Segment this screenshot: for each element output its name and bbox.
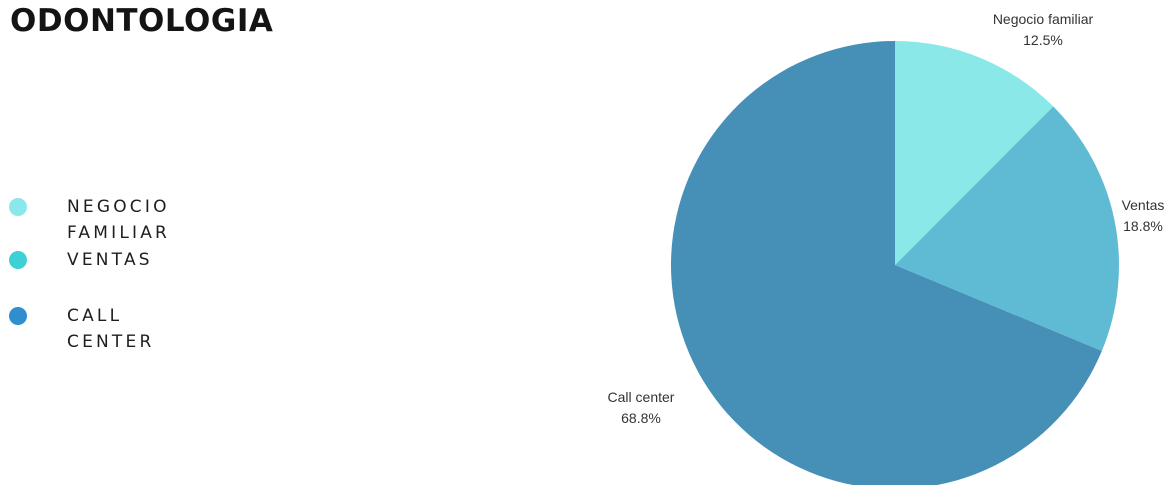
slice-label-name: Call center: [608, 389, 675, 405]
pie-slices: [671, 41, 1119, 485]
slice-label-name: Ventas: [1122, 197, 1165, 213]
legend-item-negocio-familiar: NEGOCIO FAMILIAR: [9, 197, 217, 246]
pie-slice-ventas: [895, 106, 1119, 351]
legend-swatch-call-center: [9, 307, 27, 325]
pie-labels: Negocio familiar 12.5% Ventas 18.8% Call cen…: [608, 11, 1165, 426]
legend: NEGOCIO FAMILIAR VENTAS CALL CENTER: [0, 0, 400, 485]
legend-label: VENTAS: [67, 250, 153, 270]
pie-slice-call-center: [671, 41, 1102, 485]
legend-item-ventas: VENTAS: [9, 250, 153, 273]
legend-label: NEGOCIO FAMILIAR: [67, 197, 171, 243]
pie-slice-negocio-familiar: [895, 41, 1054, 265]
slice-label-value: 68.8%: [621, 410, 661, 426]
page-title: ODONTOLOGIA: [10, 3, 274, 39]
legend-swatch-negocio-familiar: [9, 198, 27, 216]
slice-label-value: 12.5%: [1023, 32, 1063, 48]
slice-label-value: 18.8%: [1123, 218, 1163, 234]
legend-label: CALL CENTER: [67, 306, 155, 352]
legend-swatch-ventas: [9, 251, 27, 269]
legend-item-call-center: CALL CENTER: [9, 306, 217, 355]
slice-label-name: Negocio familiar: [993, 11, 1094, 27]
